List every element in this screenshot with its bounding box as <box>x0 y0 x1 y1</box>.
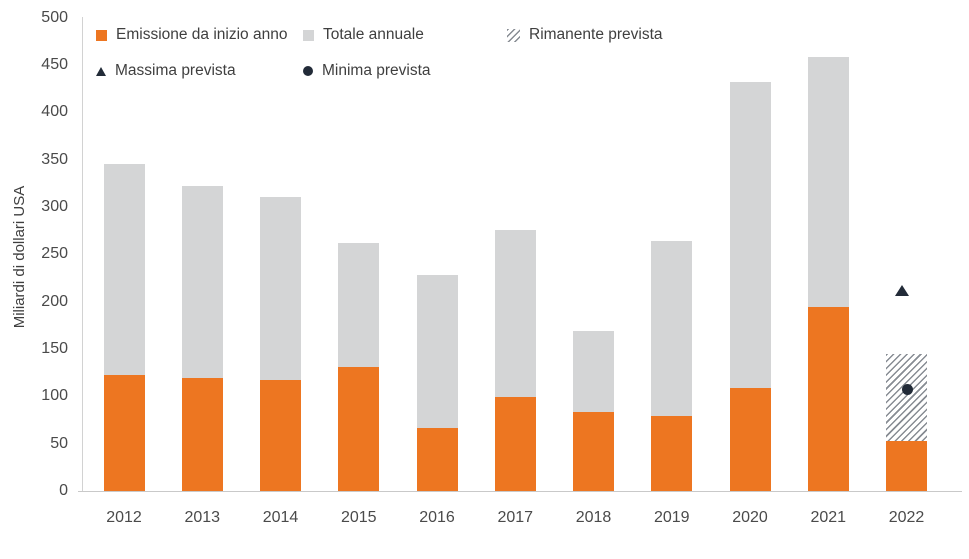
bar-emissione-2017 <box>494 397 536 491</box>
x-tick-label-2020: 2020 <box>732 509 768 526</box>
y-tick-label-0: 0 <box>59 482 68 499</box>
legend-label-minima: Minima prevista <box>322 62 431 79</box>
gray-square-icon <box>303 29 314 41</box>
y-tick-label-300: 300 <box>41 197 68 215</box>
bar-totale-2021 <box>807 57 849 308</box>
x-axis-line <box>78 491 962 492</box>
legend-label-totale: Totale annuale <box>323 26 424 43</box>
legend-label-emissione: Emissione da inizio anno <box>116 26 288 43</box>
bar-totale-2019 <box>651 241 693 417</box>
y-tick-label-500: 500 <box>41 8 68 26</box>
legend-item-minima: Minima prevista <box>303 62 431 79</box>
bar-totale-2012 <box>103 164 145 375</box>
y-tick-label-450: 450 <box>41 55 68 73</box>
bar-totale-2016 <box>416 275 458 428</box>
x-tick-label-2012: 2012 <box>106 509 142 526</box>
legend-item-totale: Totale annuale <box>303 26 424 43</box>
bar-emissione-2015 <box>338 366 380 491</box>
bar-totale-2015 <box>338 242 380 367</box>
triangle-marker-icon <box>96 66 106 76</box>
bar-emissione-2020 <box>729 387 771 491</box>
y-tick-label-200: 200 <box>41 292 68 310</box>
bar-emissione-2022 <box>886 440 927 491</box>
y-tick-label-150: 150 <box>41 339 68 357</box>
x-tick-label-2021: 2021 <box>810 509 847 526</box>
circle-marker-icon <box>303 66 313 76</box>
legend-label-massima: Massima prevista <box>115 62 236 79</box>
bar-emissione-2018 <box>573 412 614 491</box>
x-tick-label-2019: 2019 <box>653 509 690 526</box>
y-tick-label-50: 50 <box>50 434 68 452</box>
x-tick-label-2022: 2022 <box>888 509 925 526</box>
legend-item-rimanente: Rimanente prevista <box>507 26 663 43</box>
orange-square-icon <box>96 29 107 41</box>
legend-item-massima: Massima prevista <box>96 62 236 79</box>
marker-minima-prevista <box>902 384 913 396</box>
hatch-swatch-icon <box>507 28 520 42</box>
bar-emissione-2019 <box>651 416 693 491</box>
bar-emissione-2012 <box>103 374 145 491</box>
legend-label-rimanente: Rimanente prevista <box>529 26 663 43</box>
y-tick-label-100: 100 <box>41 387 68 405</box>
x-tick-label-2016: 2016 <box>419 509 455 526</box>
bar-totale-2020 <box>729 81 771 388</box>
x-tick-label-2013: 2013 <box>184 509 221 526</box>
y-tick-label-400: 400 <box>41 103 68 121</box>
x-tick-label-2014: 2014 <box>262 509 299 526</box>
bar-emissione-2021 <box>807 307 849 491</box>
bar-rimanente-prevista-2022 <box>886 353 927 441</box>
legend-item-emissione: Emissione da inizio anno <box>96 26 288 43</box>
bar-totale-2018 <box>573 330 614 413</box>
y-tick-label-250: 250 <box>41 245 68 263</box>
bar-totale-2013 <box>181 186 223 379</box>
bar-emissione-2014 <box>260 380 301 491</box>
bar-emissione-2013 <box>181 378 223 491</box>
x-tick-label-2017: 2017 <box>497 509 534 526</box>
bar-totale-2017 <box>494 229 536 398</box>
marker-massima-prevista <box>894 284 909 296</box>
y-tick-label-350: 350 <box>41 150 68 168</box>
bar-emissione-2016 <box>416 427 458 491</box>
x-tick-label-2015: 2015 <box>340 509 377 526</box>
y-axis-line <box>82 17 83 491</box>
bar-totale-2014 <box>260 196 301 381</box>
x-tick-label-2018: 2018 <box>575 509 612 526</box>
